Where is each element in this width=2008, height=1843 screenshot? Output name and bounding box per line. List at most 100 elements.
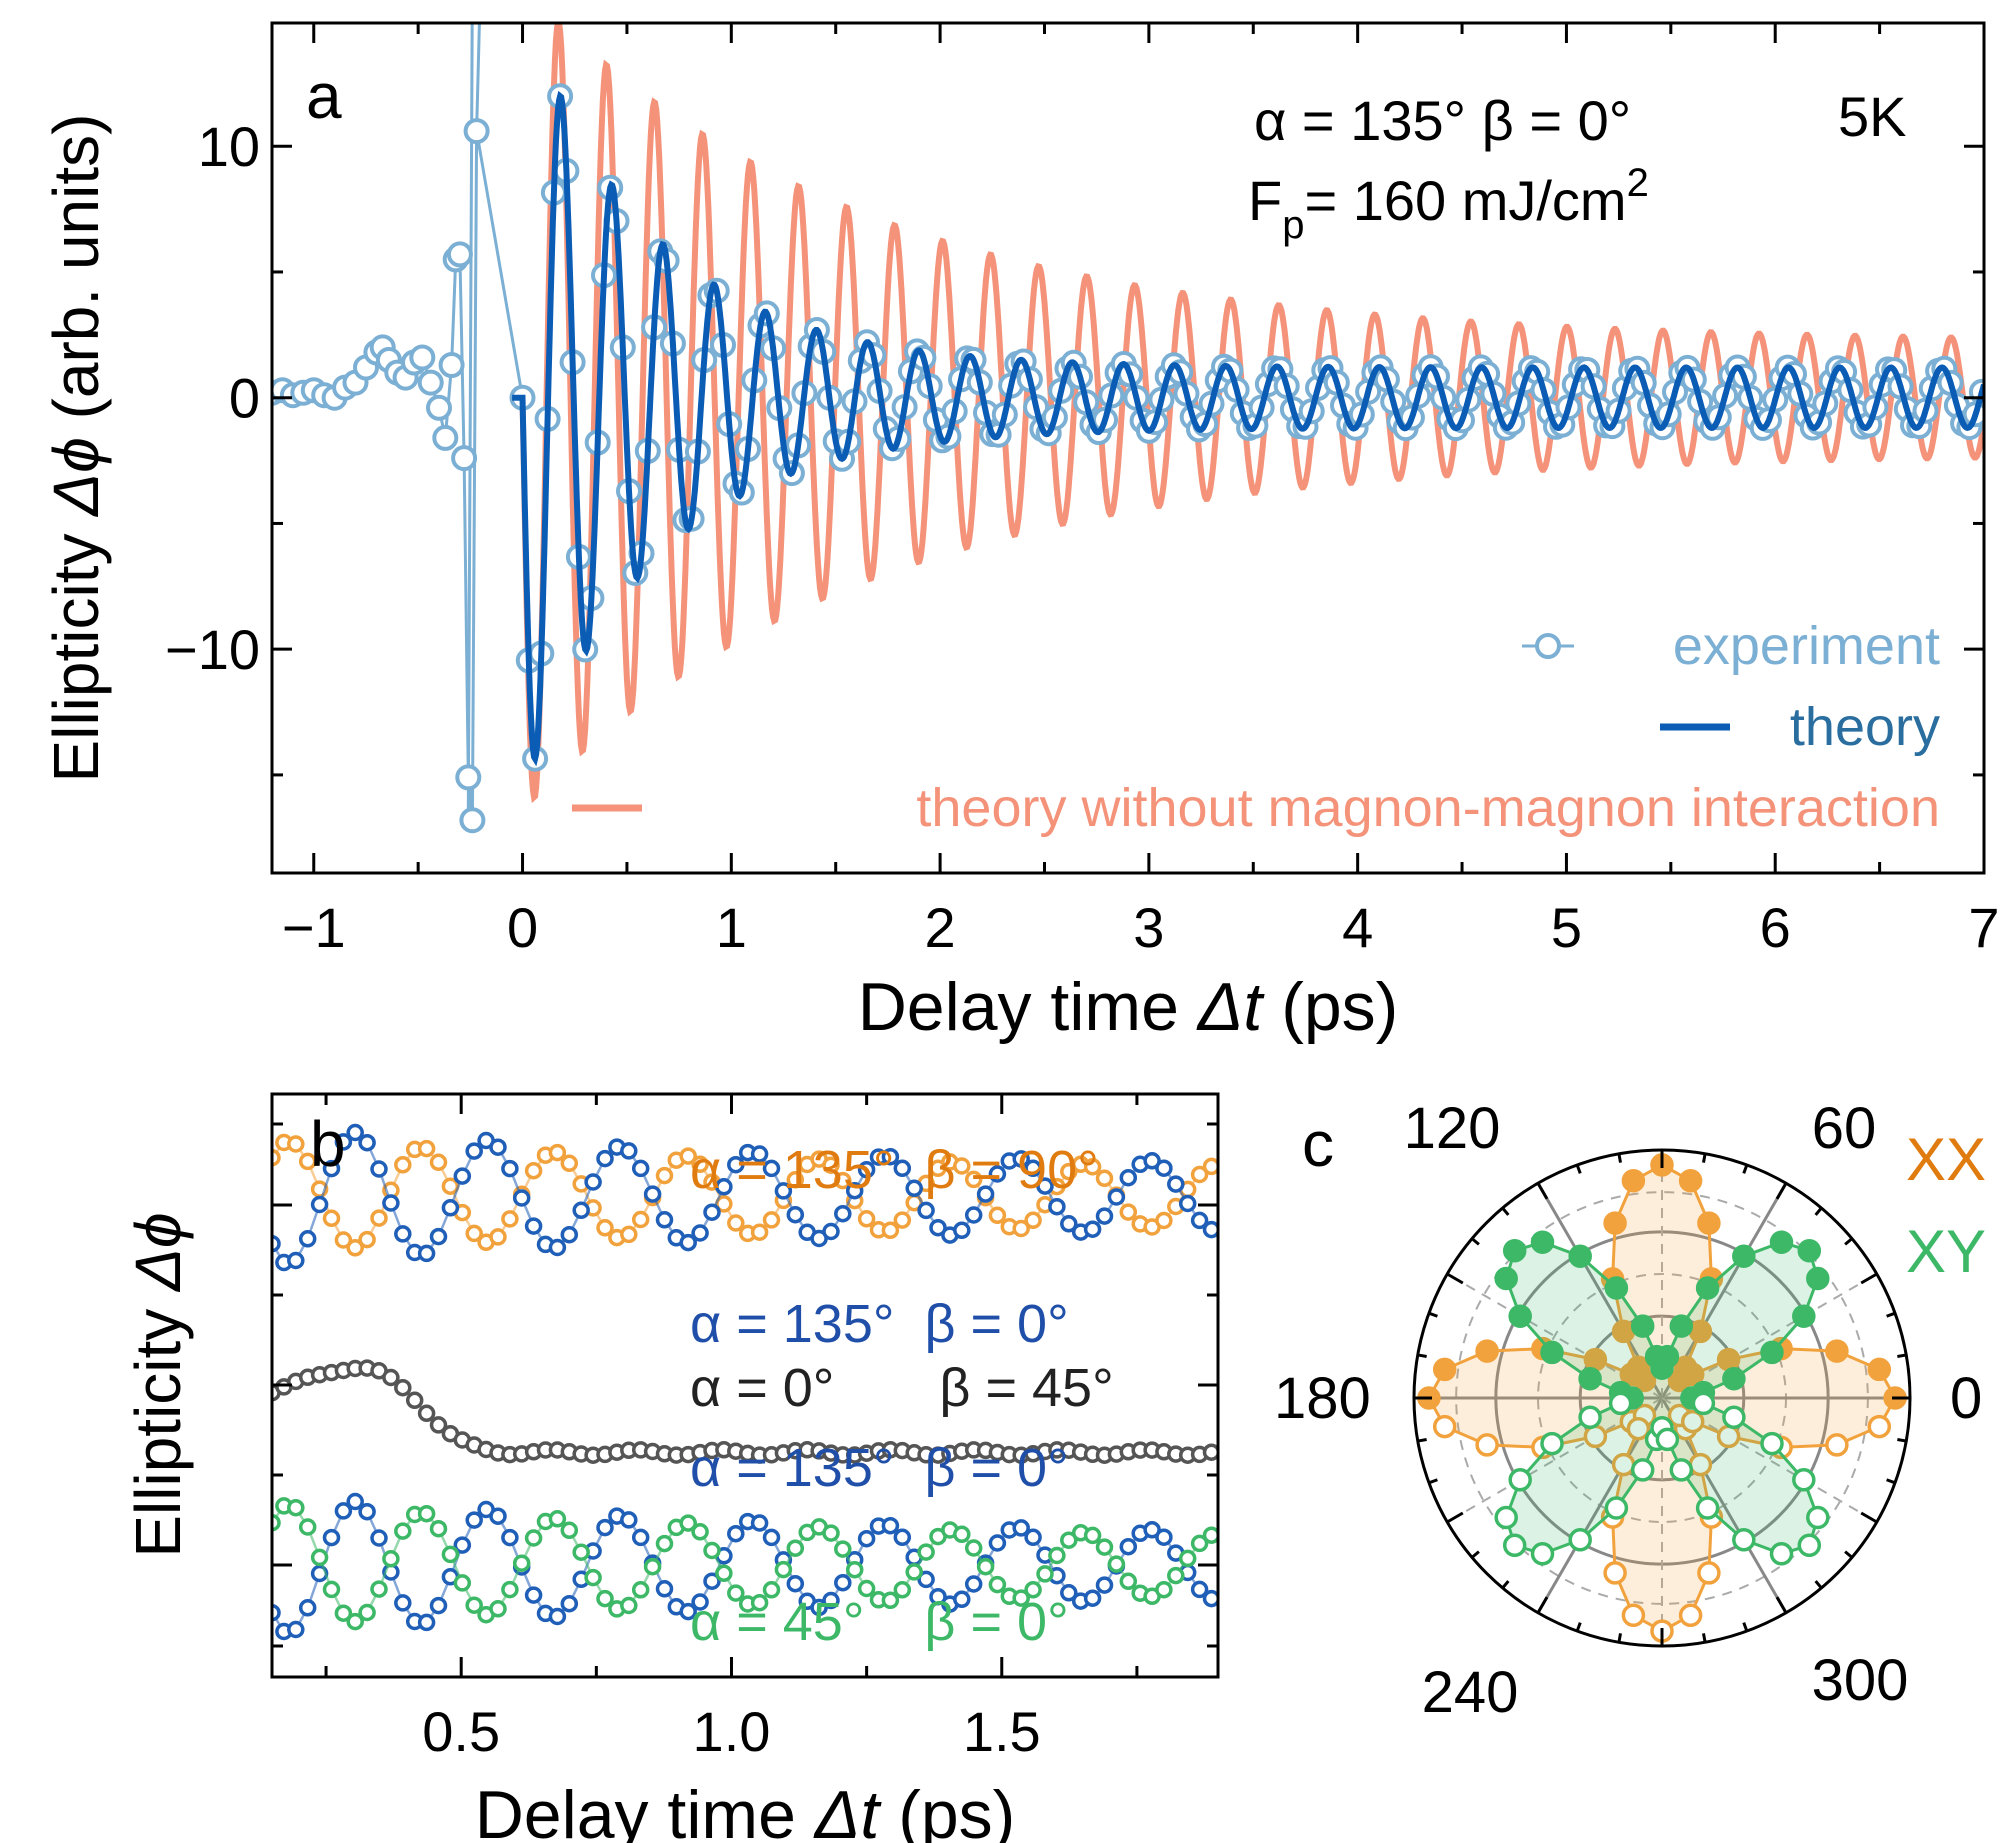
panel-b-point [834, 1573, 852, 1592]
polar-point [1695, 1496, 1720, 1520]
panel-b-point [501, 1159, 519, 1178]
panel-b-point [1155, 1159, 1173, 1177]
polar-tick [1471, 1237, 1480, 1246]
polar-point [1669, 1314, 1694, 1338]
polar-legend-xy: XY [1906, 1218, 1986, 1285]
panel-b-point [405, 1391, 424, 1410]
panel-b-point [334, 1231, 353, 1249]
polar-tick [1617, 1153, 1622, 1163]
polar-point [1867, 1357, 1892, 1382]
panel-b-label: b [310, 1108, 346, 1180]
panel-a-annotation-temperature: 5K [1838, 85, 1907, 148]
x-tick-label: 4 [1342, 896, 1373, 959]
panel-b-point [964, 1170, 983, 1189]
panel-b-point [631, 1159, 650, 1178]
panel-b-point [560, 1154, 579, 1173]
panel-b-point [727, 1214, 745, 1232]
panel-b-point [287, 1498, 305, 1517]
polar-tick [1702, 1633, 1707, 1643]
theory-nomm-line [519, 23, 1984, 804]
panel-b-point [750, 1514, 769, 1532]
panel-b-point [1024, 1528, 1042, 1547]
panel-b-point [786, 1171, 805, 1189]
polar-point [1568, 1244, 1592, 1268]
panel-b-point [1012, 1519, 1030, 1537]
panel-b-point [1202, 1157, 1218, 1176]
panel-b-point [1178, 1194, 1197, 1213]
panel-b-point [1083, 1158, 1102, 1176]
polar-point [1644, 1344, 1669, 1369]
panel-b-point [322, 1159, 341, 1178]
panel-b-point [524, 1217, 543, 1235]
polar-point [1678, 1168, 1703, 1193]
polar-point [1797, 1238, 1822, 1263]
polar-series [1417, 1153, 1907, 1643]
panel-b-ticks: 0.5 1.0 1.5 [272, 1094, 1218, 1763]
panel-b-point [524, 1161, 543, 1180]
polar-tick [1471, 1550, 1480, 1559]
polar-tick [1536, 1596, 1549, 1614]
panel-b-point [417, 1613, 436, 1632]
panel-b-point [560, 1225, 579, 1244]
panel-b-point [1012, 1219, 1030, 1238]
panel-b-point [953, 1525, 971, 1544]
legend-theory-nomm-label: theory without magnon-magnon interaction [916, 778, 1940, 838]
panel-b-point [572, 1201, 590, 1220]
polar-point [1604, 1276, 1629, 1300]
panel-b-point [857, 1529, 876, 1548]
panel-b-point [548, 1607, 567, 1626]
panel-b-point [834, 1204, 852, 1223]
polar-tick [1575, 1164, 1582, 1174]
panel-b-point [976, 1185, 995, 1203]
experiment-spike [466, 23, 481, 821]
x-tick-label: 2 [925, 896, 956, 959]
polar-point [1722, 1405, 1746, 1430]
polar-point [1769, 1230, 1794, 1254]
panel-b: 0.5 1.0 1.5 b α = 135° β = 90° α = 135° β … [122, 1092, 1220, 1843]
series-theory [512, 90, 1984, 767]
panel-b-point [964, 1539, 983, 1557]
panel-b-point [1060, 1162, 1078, 1181]
panel-b-point [631, 1581, 650, 1599]
panel-c: c 0 60 120 180 240 300 XX XY [1274, 1096, 1986, 1725]
panel-b-point [881, 1516, 900, 1535]
panel-b-point [929, 1587, 947, 1606]
panel-b-point [1060, 1215, 1078, 1233]
polar-angle-label-180: 180 [1274, 1366, 1371, 1431]
y-tick-label: 0 [229, 367, 260, 430]
panel-b-point [1048, 1197, 1066, 1216]
panel-b-point [272, 1148, 281, 1167]
experiment-point [409, 344, 436, 371]
panel-b-point [453, 1574, 472, 1592]
panel-b-point [750, 1223, 769, 1241]
panel-b-point [287, 1135, 305, 1153]
panel-b-point [1012, 1589, 1030, 1607]
x-tick-label: 1 [716, 896, 747, 959]
polar-angle-label-120: 120 [1404, 1096, 1501, 1161]
panel-b-point [750, 1145, 769, 1163]
panel-b-point [822, 1591, 840, 1610]
panel-b-point [988, 1206, 1007, 1225]
x-tick-label: 7 [1968, 896, 1999, 959]
polar-tick [1617, 1633, 1622, 1643]
panel-c-label: c [1302, 1108, 1334, 1180]
panel-b-point [703, 1541, 721, 1560]
b-x-tick-label: 0.5 [422, 1700, 500, 1763]
polar-tick [1501, 1207, 1510, 1216]
series-theory-without-interaction [519, 23, 1984, 804]
panel-b-legend-series-1: α = 135° β = 90° [690, 1140, 1099, 1200]
panel-b-point [620, 1142, 638, 1160]
polar-point [1760, 1340, 1784, 1365]
panel-b-point [1119, 1168, 1138, 1187]
panel-b-point [346, 1612, 364, 1631]
panel-b-point [1083, 1526, 1102, 1545]
panel-b-point [691, 1523, 709, 1541]
panel-b-point [1202, 1526, 1218, 1544]
panel-b-point [643, 1557, 662, 1576]
polar-point [1475, 1339, 1499, 1363]
panel-b-point [620, 1225, 638, 1244]
panel-b-point [1095, 1538, 1114, 1556]
panel-b-point [929, 1218, 947, 1237]
x-tick-label: 6 [1760, 896, 1791, 959]
panel-b-point [1155, 1580, 1173, 1599]
